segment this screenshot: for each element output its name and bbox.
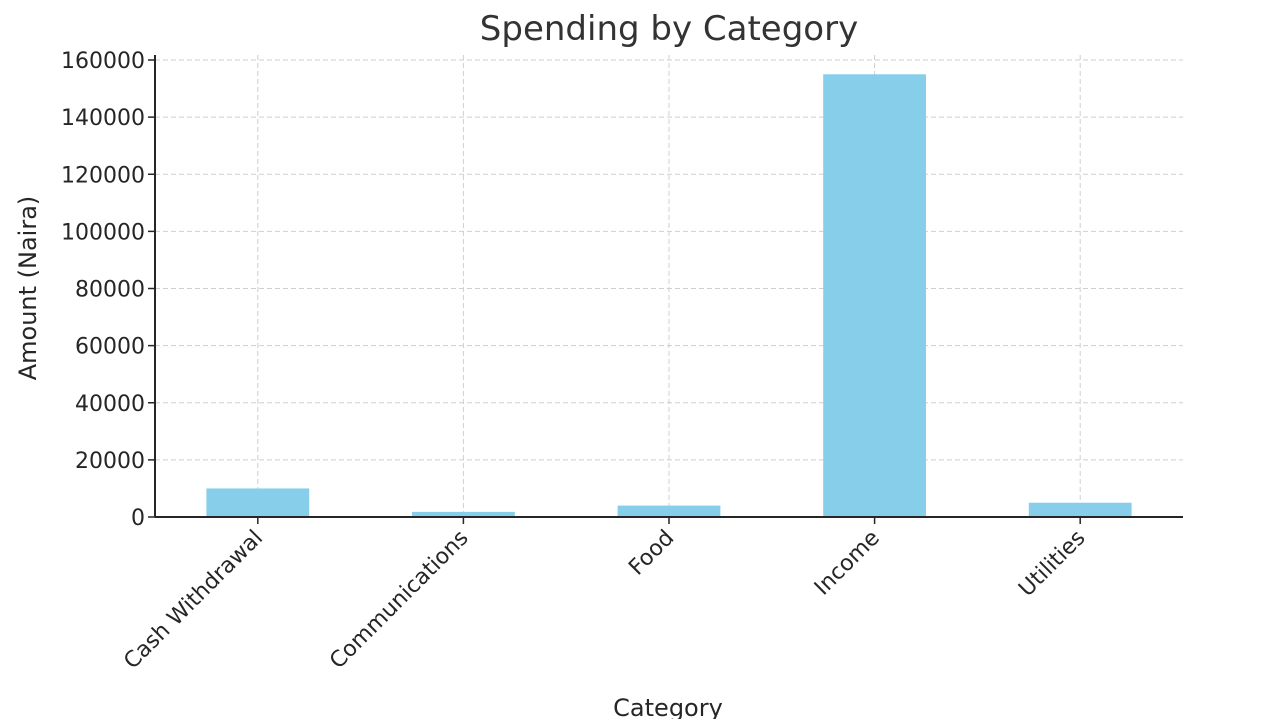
- x-axis-ticks: Cash Withdrawal Communications Food Income U…: [119, 517, 1090, 674]
- y-tick-label: 160000: [61, 49, 145, 74]
- bars: [206, 74, 1132, 517]
- chart-title: Spending by Category: [480, 9, 858, 49]
- y-tick-label: 0: [131, 506, 145, 531]
- bar: [1028, 502, 1132, 517]
- y-tick-label: 120000: [61, 163, 145, 188]
- y-tick-label: 20000: [75, 449, 145, 474]
- bar: [617, 505, 721, 517]
- bar: [206, 488, 310, 517]
- y-tick-label: 80000: [75, 278, 145, 303]
- y-tick-label: 100000: [61, 220, 145, 245]
- x-axis-label: Category: [613, 694, 723, 719]
- bar: [823, 74, 926, 517]
- grid-lines: [155, 55, 1183, 518]
- x-tick-label: Food: [624, 526, 679, 581]
- y-tick-label: 140000: [61, 106, 145, 131]
- y-tick-label: 60000: [75, 335, 145, 360]
- y-axis-label: Amount (Naira): [14, 196, 42, 381]
- x-tick-label: Communications: [325, 526, 473, 674]
- x-tick-label: Income: [810, 526, 885, 601]
- x-tick-label: Utilities: [1014, 526, 1090, 602]
- x-tick-label: Cash Withdrawal: [119, 526, 268, 675]
- y-axis-ticks: 0 20000 40000 60000 80000 100000 120000 140000 1…: [61, 49, 155, 531]
- bar: [412, 511, 515, 517]
- y-tick-label: 40000: [75, 392, 145, 417]
